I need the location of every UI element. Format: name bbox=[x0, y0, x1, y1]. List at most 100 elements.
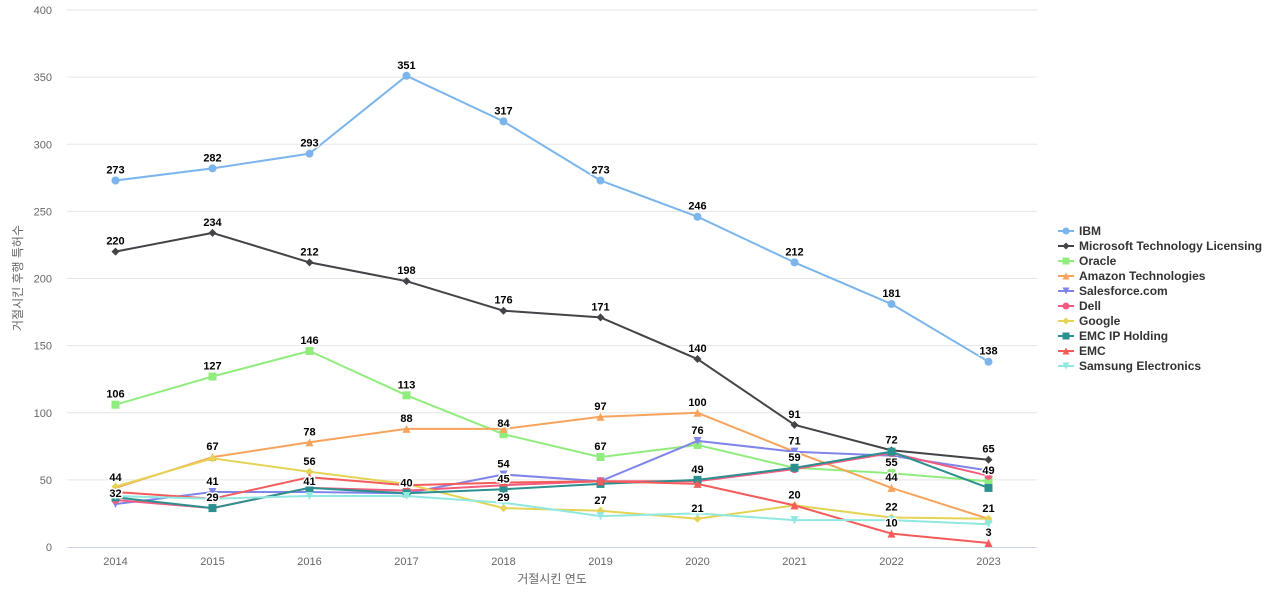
x-tick-label: 2014 bbox=[103, 556, 127, 568]
data-label: 220 bbox=[106, 236, 124, 248]
data-point-marker bbox=[208, 454, 217, 463]
data-point-marker bbox=[693, 355, 702, 364]
series-lines bbox=[111, 71, 993, 547]
data-label: 21 bbox=[982, 503, 994, 515]
data-point-marker bbox=[499, 485, 508, 494]
data-label: 71 bbox=[788, 436, 800, 448]
series-line bbox=[115, 452, 989, 510]
data-point-marker bbox=[887, 516, 896, 525]
data-point-marker bbox=[596, 453, 605, 462]
y-tick-label: 0 bbox=[46, 542, 52, 554]
data-label: 282 bbox=[203, 152, 221, 164]
data-point-marker bbox=[111, 482, 120, 491]
legend: IBM Microsoft Technology Licensing Oracle A… bbox=[1058, 223, 1262, 373]
data-point-marker bbox=[887, 483, 896, 492]
x-tick-label: 2016 bbox=[297, 556, 321, 568]
data-label: 40 bbox=[400, 477, 412, 489]
legend-item[interactable]: Salesforce.com bbox=[1058, 283, 1262, 298]
legend-item[interactable]: Dell bbox=[1058, 298, 1262, 313]
data-point-marker bbox=[208, 504, 217, 513]
legend-item[interactable]: IBM bbox=[1058, 223, 1262, 238]
x-tick-label: 2022 bbox=[879, 556, 903, 568]
data-point-marker bbox=[499, 430, 508, 439]
data-point-marker bbox=[208, 487, 217, 496]
data-point-marker bbox=[208, 228, 217, 237]
data-point-marker bbox=[693, 475, 702, 484]
series-9 bbox=[111, 491, 993, 529]
data-label: 181 bbox=[882, 288, 900, 300]
legend-swatch-marker bbox=[1062, 362, 1070, 369]
data-point-marker bbox=[402, 424, 411, 433]
data-label: 246 bbox=[688, 201, 706, 213]
data-label: 176 bbox=[494, 295, 512, 307]
data-point-marker bbox=[887, 529, 896, 538]
x-tick-label: 2015 bbox=[200, 556, 224, 568]
y-tick-label: 200 bbox=[34, 274, 52, 286]
data-point-marker bbox=[790, 516, 799, 525]
legend-item[interactable]: Amazon Technologies bbox=[1058, 268, 1262, 283]
data-point-marker bbox=[596, 313, 605, 322]
data-point-marker bbox=[305, 149, 314, 158]
legend-swatch-marker bbox=[1062, 302, 1070, 309]
legend-label: Samsung Electronics bbox=[1079, 358, 1202, 373]
x-axis-title: 거절시킨 연도 bbox=[517, 572, 587, 586]
data-label: 41 bbox=[303, 476, 315, 488]
legend-swatch-marker bbox=[1062, 317, 1070, 324]
grid-lines bbox=[67, 9, 1037, 481]
data-label: 317 bbox=[494, 105, 512, 117]
data-point-marker bbox=[208, 372, 217, 381]
data-label: 27 bbox=[594, 495, 606, 507]
data-point-marker bbox=[790, 420, 799, 429]
series-line bbox=[115, 231, 989, 461]
data-point-marker bbox=[790, 501, 799, 510]
data-label: 97 bbox=[594, 401, 606, 413]
legend-label: IBM bbox=[1079, 223, 1101, 238]
data-point-marker bbox=[790, 258, 799, 267]
legend-swatch bbox=[1058, 332, 1074, 339]
x-tick-label: 2018 bbox=[491, 556, 515, 568]
data-label: 59 bbox=[788, 452, 800, 464]
data-label: 273 bbox=[591, 164, 609, 176]
legend-label: Google bbox=[1079, 313, 1121, 328]
legend-swatch-marker bbox=[1062, 347, 1070, 354]
data-point-marker bbox=[790, 447, 799, 456]
data-label: 113 bbox=[398, 379, 416, 391]
data-label: 49 bbox=[691, 464, 703, 476]
y-tick-label: 250 bbox=[34, 206, 52, 218]
data-label: 29 bbox=[206, 492, 218, 504]
series-line bbox=[115, 439, 989, 505]
series-line bbox=[115, 74, 990, 363]
data-label: 67 bbox=[594, 441, 606, 453]
data-point-marker bbox=[402, 481, 411, 490]
legend-item[interactable]: Google bbox=[1058, 313, 1262, 328]
data-point-marker bbox=[984, 483, 993, 492]
series-0 bbox=[111, 71, 993, 366]
data-label: 76 bbox=[691, 425, 703, 437]
data-point-marker bbox=[693, 514, 702, 523]
data-label: 44 bbox=[109, 472, 122, 484]
legend-item[interactable]: Oracle bbox=[1058, 253, 1262, 268]
data-label: 212 bbox=[300, 246, 318, 258]
series-3 bbox=[111, 408, 993, 523]
data-point-marker bbox=[693, 408, 702, 417]
data-label: 45 bbox=[497, 473, 509, 485]
data-label: 65 bbox=[982, 444, 994, 456]
data-label: 32 bbox=[109, 488, 121, 500]
legend-item[interactable]: EMC bbox=[1058, 343, 1262, 358]
data-point-marker bbox=[693, 509, 702, 518]
legend-item[interactable]: Samsung Electronics bbox=[1058, 358, 1262, 373]
data-point-marker bbox=[402, 71, 411, 80]
series-line bbox=[115, 411, 989, 520]
x-tick-label: 2017 bbox=[394, 556, 418, 568]
y-axis-title: 거절시킨 후행 특허수 bbox=[10, 225, 25, 331]
data-label: 88 bbox=[400, 413, 412, 425]
data-point-marker bbox=[499, 424, 508, 433]
data-point-marker bbox=[305, 491, 314, 500]
data-label: 41 bbox=[206, 476, 218, 488]
legend-label: Dell bbox=[1079, 298, 1102, 313]
legend-item[interactable]: Microsoft Technology Licensing bbox=[1058, 238, 1262, 253]
data-label: 20 bbox=[788, 489, 800, 501]
legend-item[interactable]: EMC IP Holding bbox=[1058, 328, 1262, 343]
